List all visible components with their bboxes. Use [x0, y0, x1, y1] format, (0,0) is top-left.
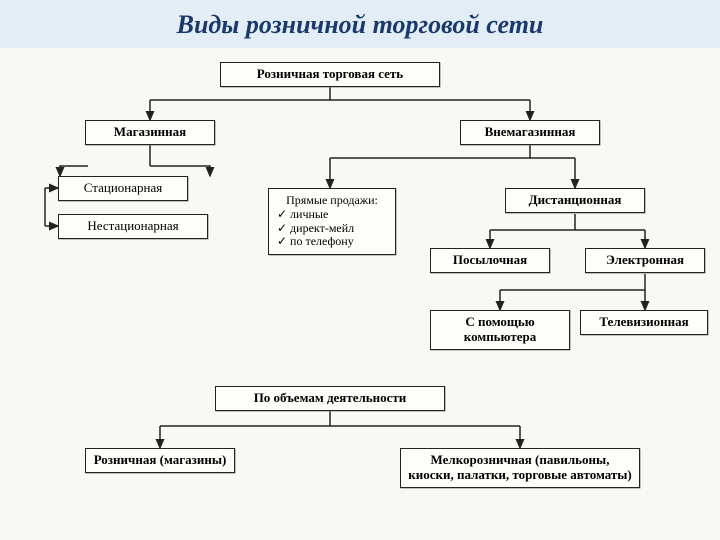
node-stationary: Стационарная	[58, 176, 188, 201]
title-bar: Виды розничной торговой сети	[0, 0, 720, 48]
node-nonstore: Внемагазинная	[460, 120, 600, 145]
node-electronic: Электронная	[585, 248, 705, 273]
node-nonstationary: Нестационарная	[58, 214, 208, 239]
node-remote: Дистанционная	[505, 188, 645, 213]
node-byvolume: По объемам деятельности	[215, 386, 445, 411]
node-retail: Розничная (магазины)	[85, 448, 235, 473]
node-root: Розничная торговая сеть	[220, 62, 440, 87]
direct-title: Прямые продажи:	[277, 194, 387, 208]
direct-bullet-1: ✓ личные	[277, 208, 387, 222]
node-mail: Посылочная	[430, 248, 550, 273]
node-direct-sales: Прямые продажи: ✓ личные ✓ директ-мейл ✓…	[268, 188, 396, 255]
direct-bullet-2: ✓ директ-мейл	[277, 222, 387, 236]
node-computer: С помощью компьютера	[430, 310, 570, 350]
diagram-canvas: Розничная торговая сеть Магазинная Внема…	[0, 48, 720, 528]
direct-bullet-3: ✓ по телефону	[277, 235, 387, 249]
page-title: Виды розничной торговой сети	[177, 10, 544, 39]
node-smallretail: Мелкорозничная (павильоны, киоски, палат…	[400, 448, 640, 488]
node-store: Магазинная	[85, 120, 215, 145]
node-tv: Телевизионная	[580, 310, 708, 335]
